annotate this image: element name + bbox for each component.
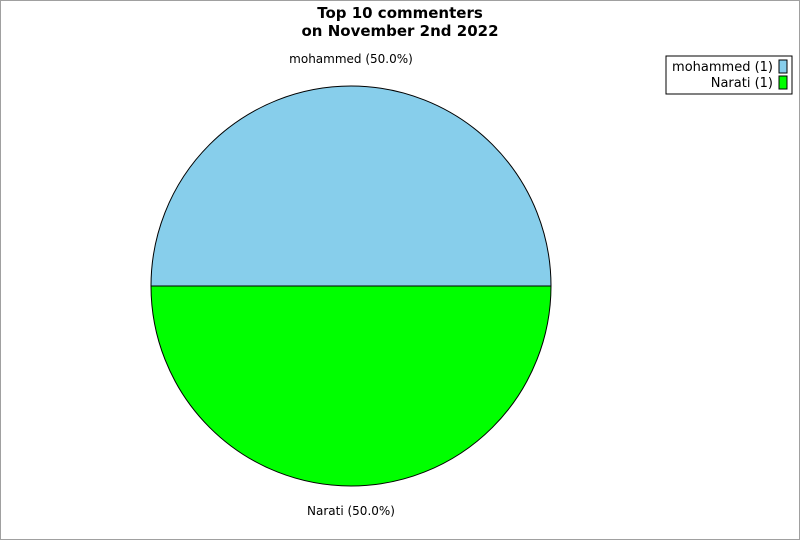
legend-swatch-mohammed: [778, 59, 788, 74]
pie-slice-narati: [150, 285, 552, 487]
legend-swatch-narati: [778, 75, 788, 90]
slice-label-mohammed: mohammed (50.0%): [289, 52, 413, 66]
legend-box: [665, 55, 793, 95]
chart-title-line-1: Top 10 commenters: [317, 4, 483, 22]
slice-label-narati: Narati (50.0%): [307, 504, 395, 518]
legend-label-mohammed: mohammed (1): [672, 60, 773, 75]
legend-label-narati: Narati (1): [711, 76, 773, 91]
pie-slice-mohammed: [150, 85, 552, 287]
chart-title-line-2: on November 2nd 2022: [302, 22, 499, 40]
legend: mohammed (1) Narati (1): [665, 55, 793, 95]
